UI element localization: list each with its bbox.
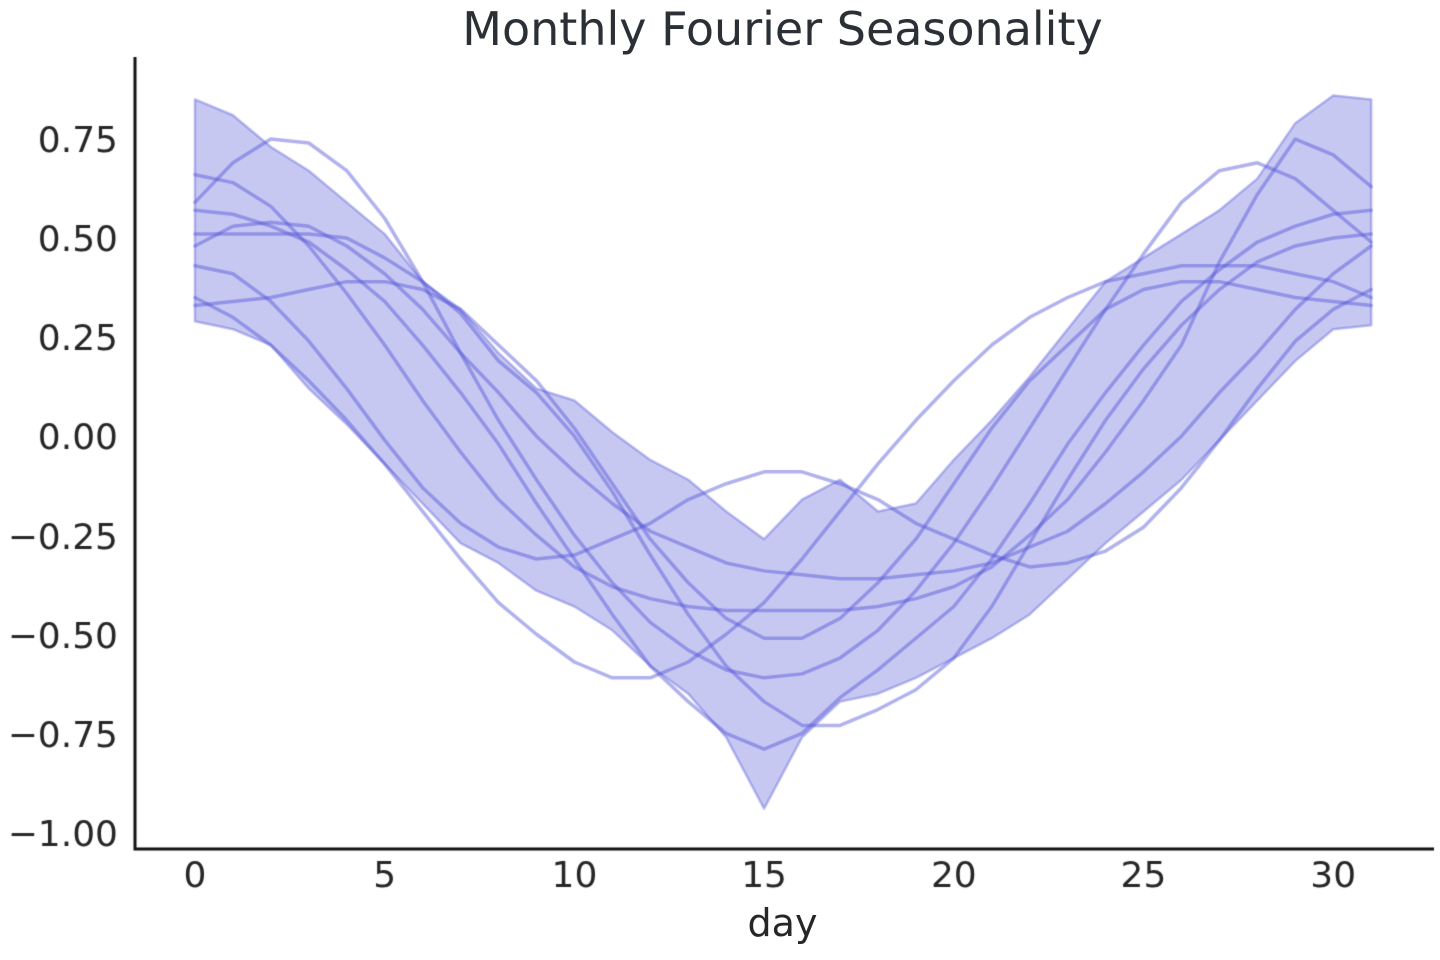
x-axis-label: day	[747, 901, 818, 945]
chart-title: Monthly Fourier Seasonality	[462, 2, 1103, 56]
